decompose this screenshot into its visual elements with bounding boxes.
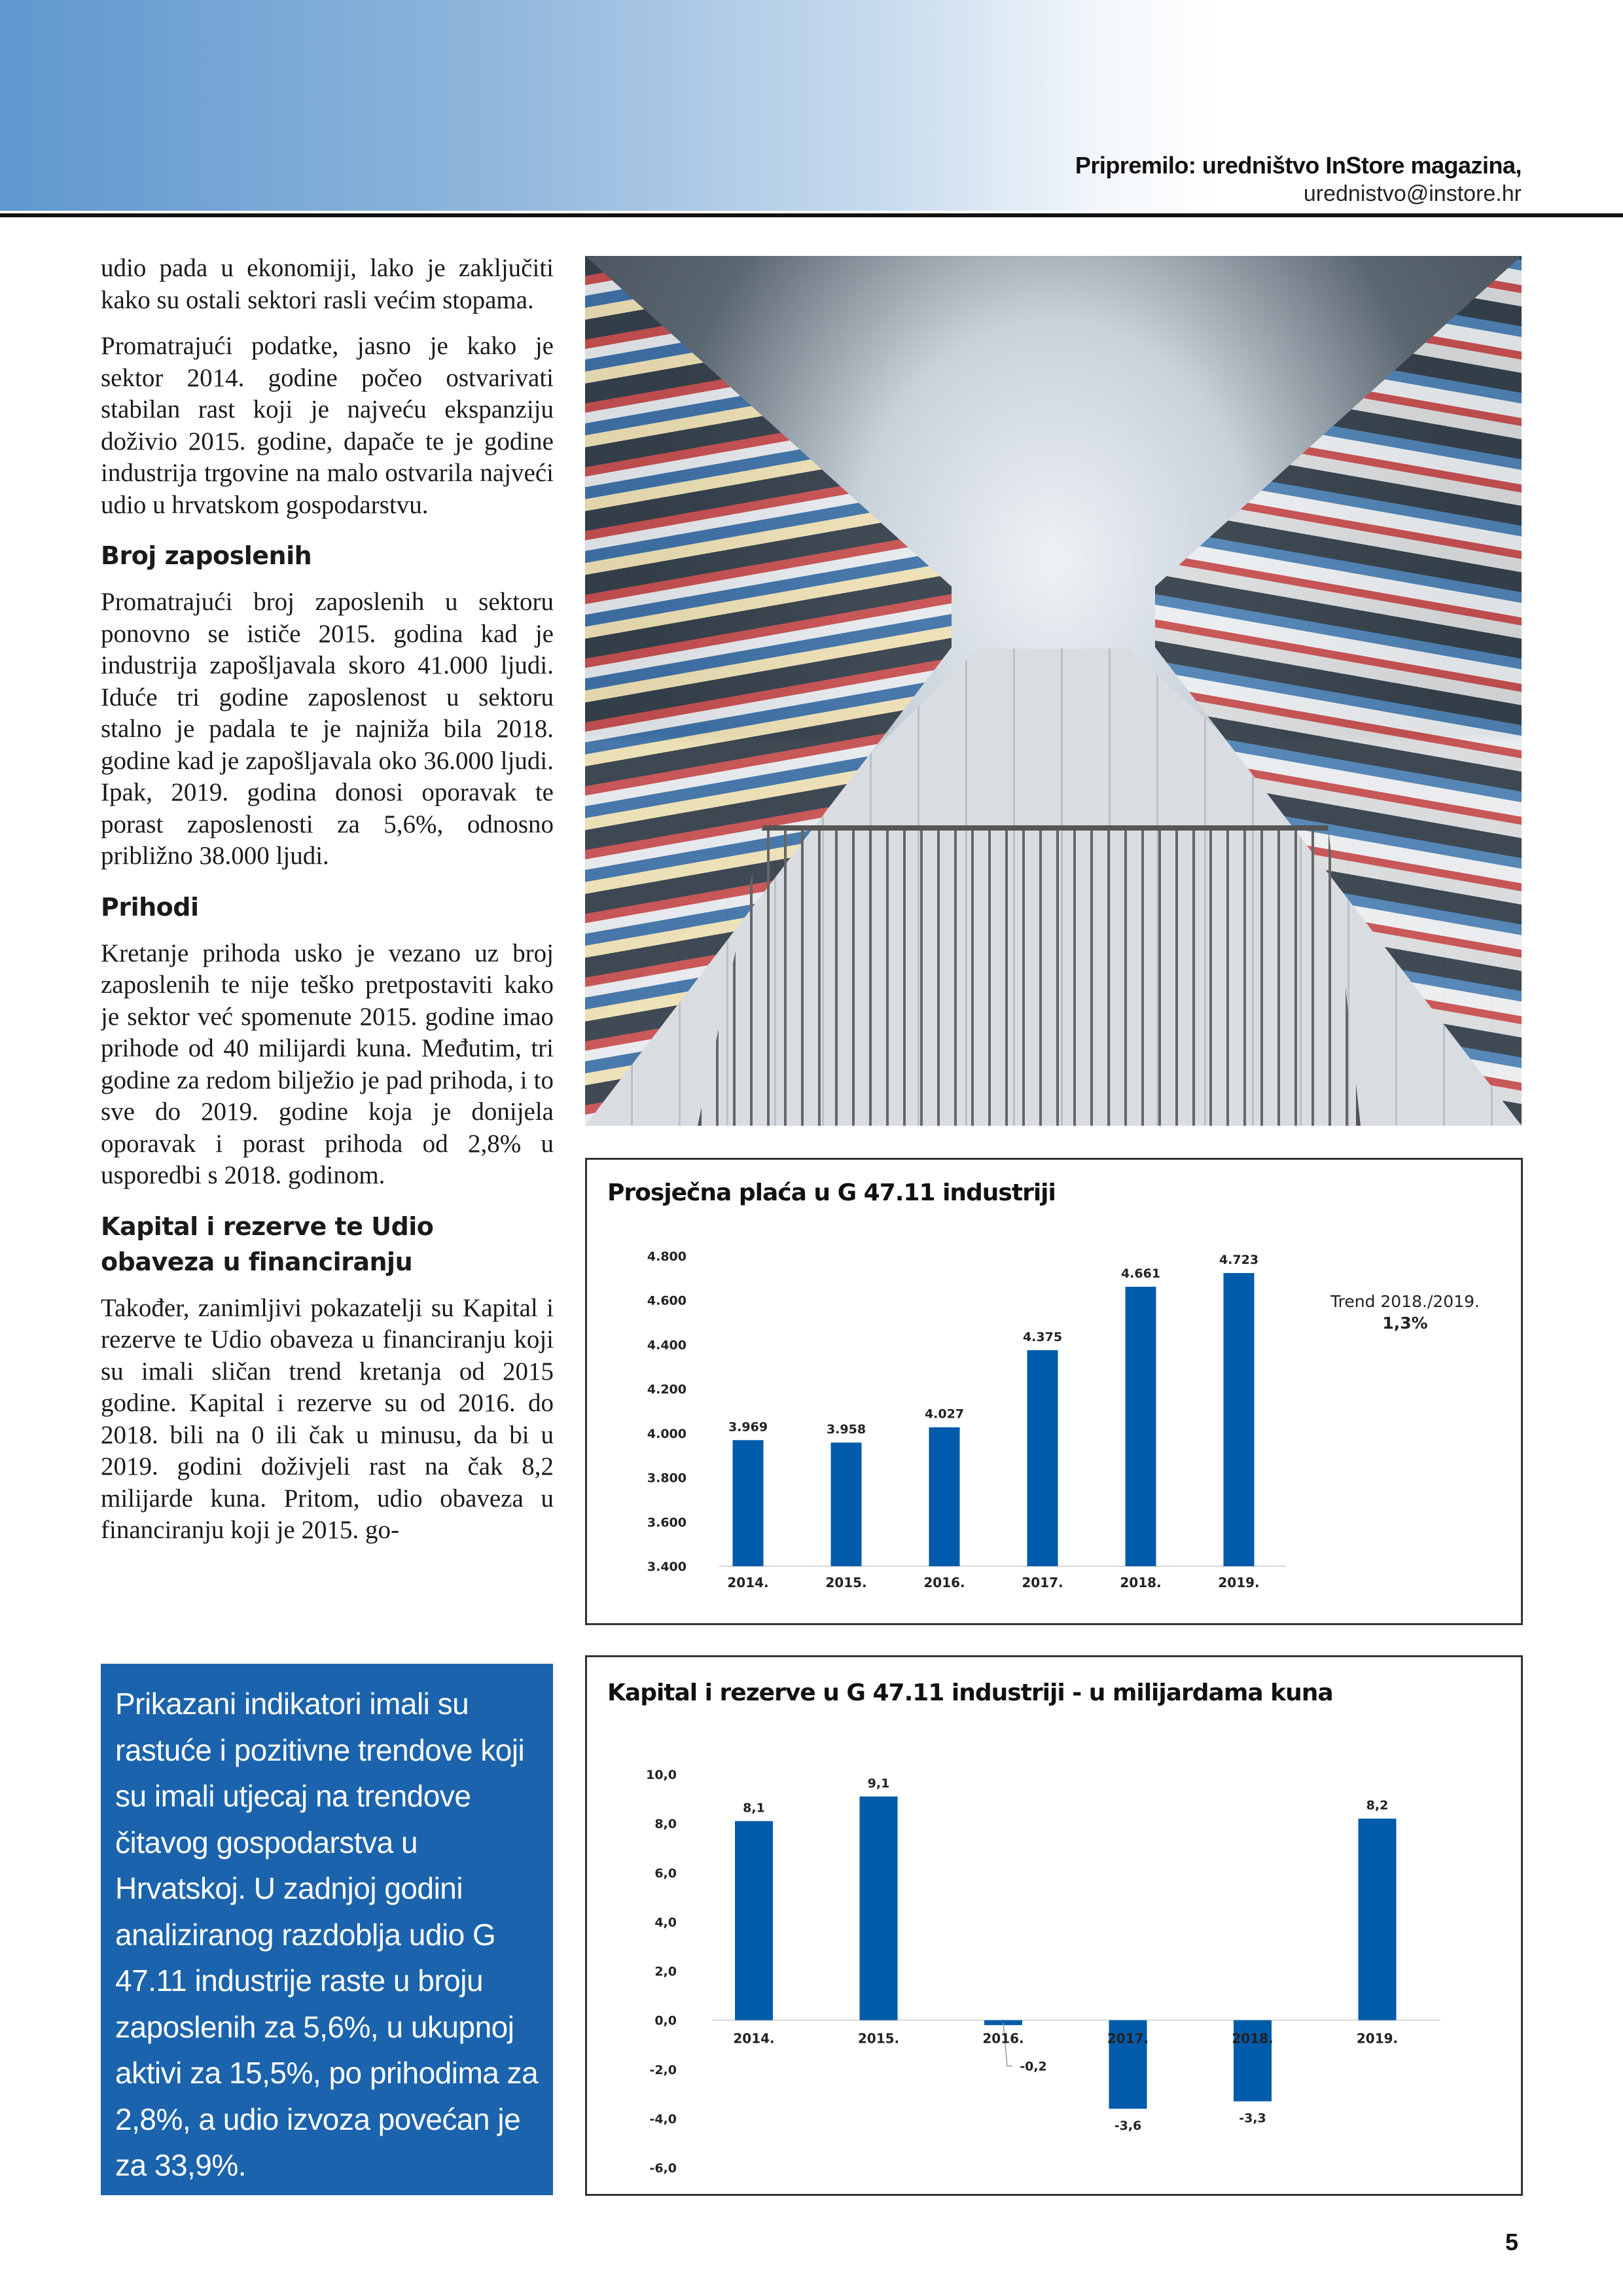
paragraph: Kretanje prihoda usko je vezano uz broj …	[101, 939, 554, 1190]
data-label: 9,1	[868, 1776, 890, 1791]
y-tick-label: 3.600	[647, 1515, 687, 1530]
chart-plot: -6,0 -4,0 -2,0 0,0 2,0 4,0 6,0 8,0 10,0 8,1 2014. 9…	[646, 1768, 1440, 2176]
bar-2017	[1027, 1350, 1058, 1566]
section-heading-revenue: Prihodi	[101, 892, 199, 922]
y-tick-label: 3.400	[647, 1560, 687, 1574]
contact-email[interactable]: urednistvo@instore.hr	[1303, 181, 1522, 206]
chart-plot: 3.400 3.600 3.800 4.000 4.200 4.400 4.600 4.800…	[647, 1249, 1285, 1590]
chart-title: Prosječna plaća u G 47.11 industriji	[607, 1179, 1056, 1206]
x-tick-label: 2015.	[825, 1575, 866, 1590]
supermarket-aisle-photo	[585, 256, 1522, 1126]
y-tick-label: 10,0	[646, 1768, 677, 1782]
y-tick-label: 4.600	[647, 1294, 687, 1308]
section-heading-capital: Kapital i rezerve te Udio obaveza u fina…	[101, 1211, 434, 1276]
bar-2016	[929, 1427, 960, 1566]
y-tick-label: 4.400	[647, 1338, 687, 1352]
data-label: 3.958	[827, 1422, 866, 1437]
x-tick-label: 2018.	[1120, 1575, 1161, 1590]
average-salary-chart: Prosječna plaća u G 47.11 industriji 3.4…	[585, 1158, 1523, 1625]
paragraph: Promatrajući podatke, jasno je kako je s…	[101, 332, 554, 519]
bar-2014	[732, 1440, 764, 1566]
data-label-leader	[1003, 2022, 1012, 2067]
y-tick-label: -4,0	[649, 2112, 677, 2126]
chart-title: Kapital i rezerve u G 47.11 industriji -…	[607, 1679, 1334, 1706]
page-number: 5	[1505, 2229, 1519, 2255]
x-tick-label: 2018.	[1232, 2031, 1273, 2047]
x-tick-label: 2017.	[1022, 1575, 1063, 1590]
bar-2015	[830, 1443, 862, 1566]
y-tick-label: 3.800	[647, 1471, 687, 1486]
trend-label: Trend 2018./2019.	[1330, 1292, 1480, 1311]
trend-annotation: Trend 2018./2019. 1,3%	[1330, 1291, 1480, 1334]
article-column: udio pada u ekonomiji, lako je zaključit…	[101, 253, 554, 1640]
bar-2019	[1223, 1273, 1255, 1566]
author-credit: Pripremilo: uredništvo InStore magazina,	[1075, 152, 1522, 179]
y-tick-label: 0,0	[654, 2014, 677, 2028]
x-tick-label: 2015.	[858, 2031, 899, 2047]
data-label: 4.027	[925, 1407, 964, 1422]
capital-reserves-chart: Kapital i rezerve u G 47.11 industriji -…	[585, 1655, 1523, 2196]
data-label: -3,3	[1239, 2111, 1266, 2126]
paragraph: udio pada u ekonomiji, lako je zaključit…	[101, 254, 554, 314]
bar-2018	[1125, 1287, 1156, 1566]
x-tick-label: 2019.	[1218, 1575, 1259, 1590]
bar-2019	[1358, 1818, 1397, 2020]
section-heading-employees: Broj zaposlenih	[101, 541, 312, 570]
bar-2015	[859, 1796, 898, 2020]
data-label: 3.969	[728, 1420, 768, 1434]
y-tick-label: 4,0	[654, 1915, 677, 1929]
header-banner	[0, 0, 1623, 211]
x-tick-label: 2016.	[923, 1575, 965, 1590]
data-label: 4.723	[1219, 1253, 1258, 1267]
x-tick-label: 2016.	[982, 2031, 1024, 2047]
bar-2016	[984, 2020, 1022, 2026]
y-tick-label: 8,0	[654, 1817, 677, 1831]
trend-value: 1,3%	[1382, 1314, 1428, 1333]
x-tick-label: 2019.	[1357, 2031, 1398, 2047]
data-label: 4.661	[1121, 1266, 1160, 1281]
data-label: -0,2	[1020, 2060, 1047, 2074]
paragraph: Također, zanimljivi pokazatelji su Kapit…	[101, 1293, 554, 1545]
data-label: 8,1	[743, 1801, 765, 1815]
header-divider	[0, 213, 1623, 217]
data-label: 8,2	[1366, 1799, 1389, 1813]
y-tick-label: -2,0	[649, 2063, 677, 2077]
bar-2017	[1109, 2020, 1147, 2109]
data-label: -3,6	[1115, 2119, 1142, 2133]
x-tick-label: 2017.	[1107, 2031, 1149, 2047]
x-tick-label: 2014.	[727, 1575, 768, 1590]
y-tick-label: 4.000	[647, 1427, 687, 1441]
bar-2014	[735, 1821, 773, 2020]
y-tick-label: 2,0	[654, 1965, 677, 1979]
highlight-callout: Prikazani indikatori imali su rastuće i …	[101, 1664, 553, 2195]
y-tick-label: 4.200	[647, 1382, 687, 1397]
y-tick-label: 4.800	[647, 1249, 687, 1264]
shopping-cart-icon	[696, 825, 1361, 1126]
data-label: 4.375	[1023, 1330, 1062, 1344]
bar-2018	[1234, 2020, 1272, 2102]
paragraph: Promatrajući broj zaposlenih u sektoru p…	[101, 588, 554, 870]
x-tick-label: 2014.	[733, 2031, 774, 2047]
y-tick-label: 6,0	[654, 1866, 677, 1880]
y-tick-label: -6,0	[649, 2161, 677, 2176]
